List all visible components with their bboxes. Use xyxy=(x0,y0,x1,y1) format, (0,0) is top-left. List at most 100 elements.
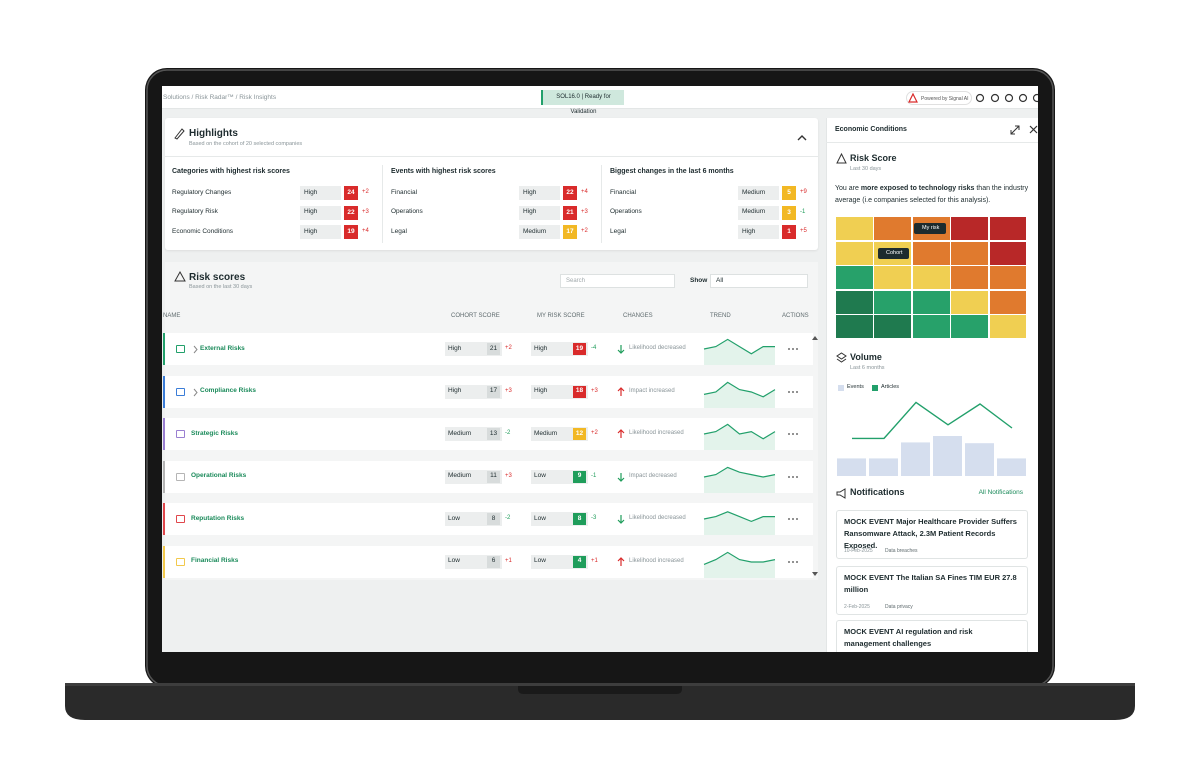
action-dot xyxy=(792,348,794,350)
trend-sparkline xyxy=(703,381,776,408)
score-value: 12 xyxy=(575,429,584,437)
notifications-icon xyxy=(836,488,846,499)
heatmap-cell xyxy=(951,266,989,290)
score-change: -1 xyxy=(591,472,597,479)
risk-scores-subtitle: Based on the last 30 days xyxy=(189,284,253,291)
all-notifications-link[interactable]: All Notifications xyxy=(978,488,1023,496)
change-arrow xyxy=(617,472,625,482)
score-value: 6 xyxy=(491,557,496,565)
level-text: High xyxy=(304,208,318,216)
heatmap-cell xyxy=(874,217,912,241)
breadcrumb: Solutions / Risk Radar™ / Risk Insights xyxy=(163,93,277,101)
toolbar-icon xyxy=(1032,93,1038,103)
notification-card[interactable] xyxy=(836,510,1028,559)
risk-score-subtitle: Last 30 days xyxy=(850,166,882,173)
volume-bar xyxy=(997,458,1026,476)
level-text: Low xyxy=(448,557,460,565)
actions-button[interactable] xyxy=(788,432,800,436)
notification-card[interactable] xyxy=(836,566,1028,615)
risk-name[interactable]: Strategic Risks xyxy=(191,429,238,437)
level-box xyxy=(519,225,560,239)
score-value: 9 xyxy=(577,472,582,480)
highlight-name: Financial xyxy=(391,188,418,196)
score-box xyxy=(487,513,500,525)
score-value: 17 xyxy=(489,387,498,395)
my-risk-tag: My risk xyxy=(914,223,946,234)
folder-icon xyxy=(176,345,185,353)
change-text: Likelihood increased xyxy=(629,430,684,437)
score-change: +3 xyxy=(591,387,598,394)
risk-name[interactable]: Financial Risks xyxy=(191,557,239,565)
heatmap-cell xyxy=(836,290,873,314)
change-text: Likelihood decreased xyxy=(629,345,686,352)
actions-button[interactable] xyxy=(788,475,800,479)
toolbar-icon xyxy=(975,93,985,103)
show-select[interactable]: All xyxy=(710,274,808,288)
actions-button[interactable] xyxy=(788,347,800,351)
risk-name[interactable]: Compliance Risks xyxy=(200,387,256,395)
actions-button[interactable] xyxy=(788,560,800,564)
level-text: Medium xyxy=(448,429,472,437)
actions-button[interactable] xyxy=(788,390,800,394)
column-header: CHANGES xyxy=(623,313,653,320)
volume-bar xyxy=(869,458,898,476)
column-header: TREND xyxy=(710,313,731,320)
risk-name[interactable]: Reputation Risks xyxy=(191,514,245,522)
volume-bar xyxy=(837,458,866,476)
actions-button[interactable] xyxy=(788,517,800,521)
legend-swatch xyxy=(838,385,844,391)
trend-line xyxy=(703,511,775,523)
megaphone-icon xyxy=(836,488,846,499)
score-change: +3 xyxy=(581,208,588,215)
heatmap-cell xyxy=(836,266,873,290)
level-box xyxy=(300,186,341,200)
heatmap-cell xyxy=(951,315,989,339)
score-value: 8 xyxy=(491,514,496,522)
chevron-icon xyxy=(193,345,198,354)
heatmap-cell xyxy=(874,266,912,290)
highlight-name: Regulatory Risk xyxy=(172,208,218,216)
change-text: Likelihood increased xyxy=(629,557,684,564)
level-text: High xyxy=(523,188,537,196)
folder-icon xyxy=(176,515,185,523)
volume-line xyxy=(852,401,1013,440)
column-header: NAME xyxy=(163,313,181,320)
score-box xyxy=(573,428,586,440)
highlights-subtitle: Based on the cohort of 20 selected compa… xyxy=(189,141,303,148)
risk-icon xyxy=(174,270,186,282)
version-badge: SOL16.0 | Ready for Validation xyxy=(541,90,624,115)
score-value: 11 xyxy=(490,472,497,480)
search-box[interactable]: Search xyxy=(560,274,675,288)
risk-score-title: Risk Score xyxy=(850,153,897,164)
expand-icon xyxy=(1010,125,1020,135)
score-box xyxy=(573,343,586,355)
level-text: Low xyxy=(534,472,546,480)
folder-icon xyxy=(176,387,185,396)
highlight-name: Economic Conditions xyxy=(172,227,234,235)
action-dot xyxy=(788,390,790,393)
notification-date: 2-Feb-2025 xyxy=(844,603,870,610)
trend-area xyxy=(704,551,775,578)
layers-icon xyxy=(836,352,847,363)
score-box: 17 xyxy=(563,225,577,239)
score-box xyxy=(487,428,500,440)
level-text: Medium xyxy=(742,188,766,196)
score-change: +3 xyxy=(505,387,512,394)
heatmap-cell xyxy=(912,266,950,290)
risk-name[interactable]: Operational Risks xyxy=(191,472,247,480)
notification-title: MOCK EVENT The Italian SA Fines TIM EUR … xyxy=(844,573,1017,594)
score-change: +1 xyxy=(505,557,512,564)
risk-name[interactable]: External Risks xyxy=(200,344,245,352)
volume-bar xyxy=(901,442,930,476)
heatmap-cell xyxy=(836,241,873,265)
heatmap-cell xyxy=(989,217,1027,241)
change-arrow xyxy=(617,515,625,524)
level-box xyxy=(738,225,779,239)
level-text: Medium xyxy=(523,227,547,235)
change-text: Impact increased xyxy=(629,387,675,394)
action-dot xyxy=(788,518,790,520)
level-text: Low xyxy=(534,557,546,565)
notification-card[interactable] xyxy=(836,620,1028,652)
top-icons xyxy=(908,92,1038,103)
